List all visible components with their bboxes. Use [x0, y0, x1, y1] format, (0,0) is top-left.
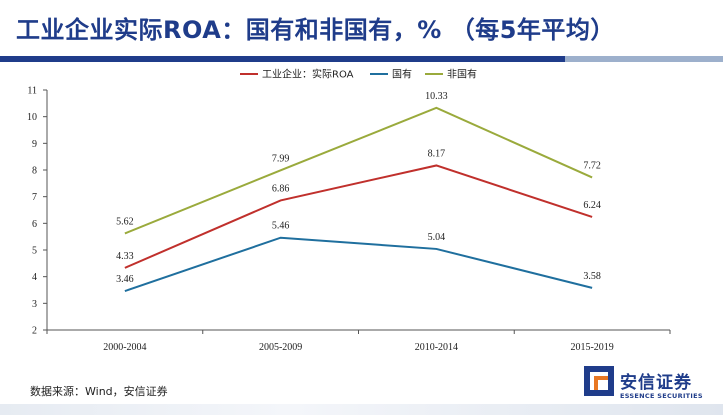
data-label: 10.33 [425, 91, 448, 102]
y-tick-label: 11 [27, 86, 37, 97]
data-label: 3.58 [583, 271, 601, 282]
data-label: 5.62 [116, 216, 134, 227]
x-tick-label: 2015-2019 [570, 342, 613, 353]
data-source-note: 数据来源：Wind，安信证券 [30, 385, 168, 398]
essence-logo-icon [584, 366, 614, 396]
data-label: 4.33 [116, 251, 134, 262]
data-label: 6.24 [583, 200, 601, 211]
data-label: 6.86 [272, 183, 290, 194]
bottom-decor-strip [0, 404, 723, 415]
y-tick-label: 2 [32, 326, 37, 337]
series-line-0 [124, 164, 593, 269]
y-tick-label: 6 [32, 219, 37, 230]
y-tick-label: 5 [32, 246, 37, 257]
data-label: 7.99 [272, 153, 290, 164]
data-label: 5.46 [272, 221, 290, 232]
y-tick-label: 4 [32, 272, 37, 283]
series-line-1 [124, 236, 593, 293]
data-label: 7.72 [583, 160, 601, 171]
x-tick-label: 2000-2004 [103, 342, 146, 353]
legend-label-2: 非国有 [447, 68, 477, 81]
logo-name-cn: 安信证券 [620, 373, 692, 393]
y-tick-label: 9 [32, 139, 37, 150]
legend-label-1: 国有 [392, 68, 412, 81]
legend-label-0: 工业企业：实际ROA [262, 68, 354, 81]
logo-name-en: ESSENCE SECURITIES [620, 392, 703, 400]
data-label: 3.46 [116, 274, 134, 285]
title-rule-accent [565, 56, 723, 62]
y-tick-label: 10 [27, 112, 37, 123]
line-chart: 2 3 4 5 6 7 8 9 10 11 2000-2004 2005-2009 2010-2014 2… [27, 68, 671, 353]
y-tick-label: 3 [32, 299, 37, 310]
x-tick-label: 2010-2014 [415, 342, 458, 353]
data-label: 5.04 [428, 232, 446, 243]
series-line-2 [124, 106, 593, 235]
data-label: 8.17 [428, 148, 446, 159]
y-tick-label: 7 [32, 192, 37, 203]
title-rule [0, 56, 565, 62]
page-title: 工业企业实际ROA：国有和非国有，% （每5年平均） [16, 16, 615, 44]
y-tick-label: 8 [32, 166, 37, 177]
x-tick-label: 2005-2009 [259, 342, 302, 353]
